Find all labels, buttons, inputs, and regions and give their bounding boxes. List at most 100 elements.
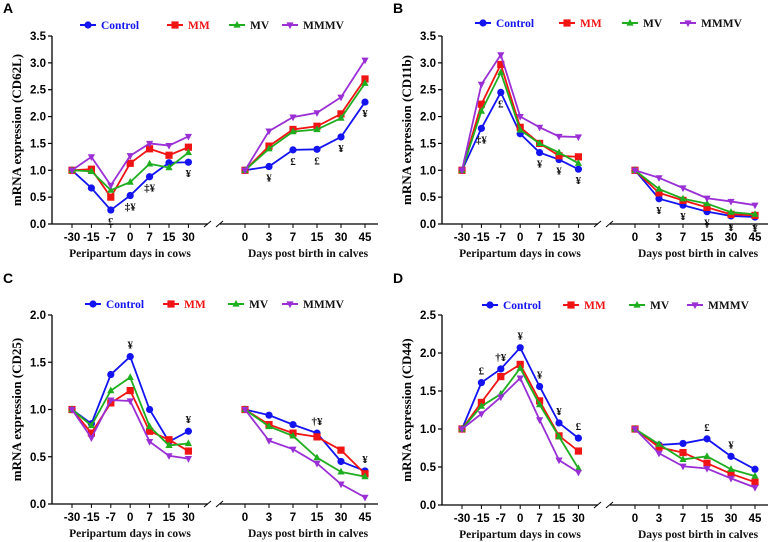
series-control <box>68 352 369 475</box>
legend-marker-triangle-up <box>232 299 240 307</box>
significance-annotation: ¥ <box>680 211 686 223</box>
legend-label: Control <box>101 20 139 32</box>
data-point <box>497 372 505 381</box>
data-point <box>313 453 321 461</box>
y-tick-label: 0.5 <box>30 192 47 204</box>
series-mmmv <box>68 397 369 502</box>
data-point <box>751 472 759 479</box>
x-axis-label-cows: Peripartum days in cows <box>459 248 581 260</box>
x-tick-label: -15 <box>83 232 100 244</box>
data-point <box>631 167 639 175</box>
data-point <box>146 405 154 414</box>
significance-annotation: ¥ <box>728 439 734 451</box>
data-point <box>361 472 369 480</box>
data-point <box>265 128 273 136</box>
x-tick-label: 7 <box>536 513 542 525</box>
y-tick-label: 0.5 <box>420 462 437 474</box>
data-point <box>184 447 192 455</box>
data-point <box>574 464 582 472</box>
legend-item-control: Control <box>475 18 534 30</box>
series-line-calves <box>244 82 366 171</box>
x-tick-label: 30 <box>182 232 195 244</box>
y-tick-label: 1.5 <box>30 138 47 150</box>
data-point <box>184 133 192 141</box>
x-tick-label: 45 <box>359 232 372 244</box>
legend-marker-triangle-up <box>233 20 241 28</box>
y-tick-label: 0.5 <box>30 452 47 464</box>
data-point <box>361 79 369 86</box>
x-tick-label: 45 <box>749 232 762 244</box>
y-tick-label: 1.0 <box>420 424 436 436</box>
data-point <box>337 114 345 121</box>
significance-annotation: £ <box>108 216 114 228</box>
y-tick-label: 2.0 <box>420 348 436 360</box>
data-point <box>703 452 711 459</box>
series-line-calves <box>244 408 366 499</box>
significance-annotation: ¥ <box>127 340 133 352</box>
significance-annotation: ¥ <box>556 406 562 418</box>
data-point <box>574 447 582 455</box>
series-line-calves <box>244 408 366 472</box>
y-tick-label: 3.0 <box>420 58 436 70</box>
legend-label: MV <box>643 18 663 30</box>
series-line-calves <box>634 169 756 218</box>
data-point <box>361 57 369 65</box>
panel-letter: A <box>3 0 13 16</box>
y-tick-label: 2.0 <box>420 112 436 124</box>
data-point <box>679 448 687 457</box>
x-tick-label: 30 <box>725 232 738 244</box>
x-tick-label: 3 <box>266 512 272 524</box>
legend-label: MM <box>188 20 210 32</box>
panel-b: B Control MM MV MMMV 0.0 0.5 1.0 1.5 2.0 2.5 3.0 3.5… <box>390 0 779 271</box>
y-axis-label: mRNA expression (CD25) <box>9 338 24 481</box>
panel-c: C Control MM MV MMMV 0.0 0.5 1.0 1.5 2.0 mRNA expr… <box>0 270 390 541</box>
data-point <box>126 153 134 160</box>
data-point <box>703 199 711 207</box>
significance-annotation: ‡¥ <box>476 134 488 146</box>
data-point <box>477 379 485 387</box>
x-tick-label: 7 <box>290 232 296 244</box>
data-point <box>87 184 95 192</box>
panel-letter: B <box>393 0 403 16</box>
significance-annotation: ¥ <box>362 454 368 466</box>
significance-annotation: £ <box>576 421 582 433</box>
data-point <box>727 208 735 215</box>
legend-item-mmmv: MMMV <box>687 300 750 312</box>
data-point <box>165 163 173 171</box>
legend-label: MV <box>650 300 670 312</box>
data-point <box>536 417 544 424</box>
data-point <box>516 125 524 133</box>
legend-label: MMMV <box>303 299 345 311</box>
data-point <box>146 439 154 446</box>
x-tick-label: 0 <box>242 232 248 244</box>
legend-label: Control <box>503 300 541 312</box>
data-point <box>126 191 134 200</box>
legend-label: MM <box>580 18 602 30</box>
data-point <box>655 443 663 451</box>
data-point <box>184 143 192 151</box>
data-point <box>87 421 95 429</box>
significance-annotation: ¥ <box>537 369 543 381</box>
data-point <box>361 494 369 502</box>
x-tick-label: 30 <box>182 512 195 524</box>
data-point <box>126 352 134 361</box>
legend-item-mv: MV <box>228 299 269 311</box>
x-tick-label: -30 <box>64 232 81 244</box>
data-point <box>146 422 154 430</box>
x-tick-label: 3 <box>656 513 662 525</box>
data-point <box>655 175 663 182</box>
data-point <box>751 210 759 217</box>
panel-d: D Control MM MV MMMV 0.0 0.5 1.0 1.5 2.0 2.5 mRNA e… <box>390 270 779 541</box>
x-tick-label: -7 <box>106 232 116 244</box>
data-point <box>165 159 173 167</box>
series-line-calves <box>634 169 756 217</box>
axis-break-mark <box>605 220 614 228</box>
panel-letter: C <box>3 270 13 286</box>
x-tick-label: 15 <box>553 232 566 244</box>
legend-item-mm: MM <box>559 18 602 30</box>
data-point <box>574 159 582 166</box>
data-point <box>679 194 687 202</box>
x-axis-label-cows: Peripartum days in cows <box>459 529 581 541</box>
significance-annotation: £ <box>314 155 320 167</box>
